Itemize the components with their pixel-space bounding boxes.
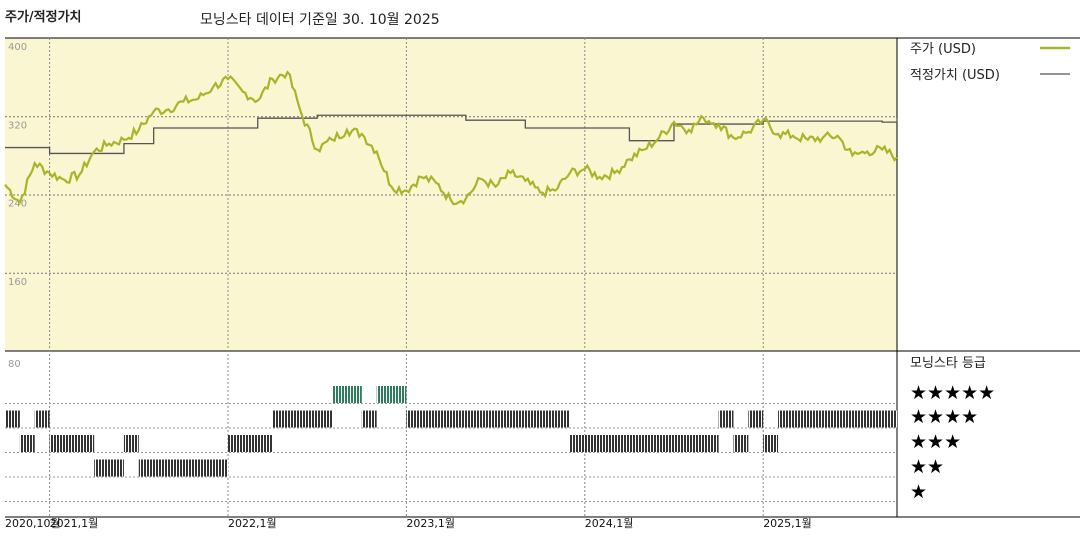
- rating-bar-4-star: [272, 410, 333, 428]
- rating-title: 모닝스타 등급: [910, 356, 986, 371]
- y-tick-label: 160: [8, 277, 27, 288]
- rating-gridlines: 80: [5, 359, 897, 502]
- price-line: [4, 70, 898, 206]
- legend-fair-value-label: 적정가치 (USD): [910, 68, 1000, 83]
- rating-bar-2-star: [138, 459, 228, 477]
- rating-bar-4-star: [718, 410, 734, 428]
- x-tick-label: 2022,1월: [228, 517, 277, 530]
- rating-bar-3-star: [228, 435, 273, 452]
- y-tick-labels: 400 320 240 160: [8, 42, 27, 288]
- legend-price-label: 주가 (USD): [910, 42, 976, 57]
- price-gridlines: [5, 116, 897, 274]
- rating-bar-4-star: [748, 410, 764, 428]
- rating-bar-4-star: [361, 410, 377, 428]
- rating-bar-3-star: [569, 435, 719, 452]
- y-tick-label: 240: [8, 199, 27, 210]
- x-tick-label: 2021,1월: [50, 517, 99, 530]
- rating-bar-3-star: [733, 435, 749, 452]
- rating-3-stars: ★★★: [910, 431, 961, 453]
- rating-bar-3-star: [19, 435, 35, 452]
- rating-bar-4-star: [34, 410, 50, 428]
- rating-bar-3-star: [763, 435, 779, 452]
- rating-bars: [5, 386, 897, 477]
- x-tick-label: 2024,1월: [585, 517, 634, 530]
- x-tick-label: 2023,1월: [406, 517, 455, 530]
- y-tick-label: 400: [8, 42, 27, 53]
- x-tick-label: 2020,10월: [5, 517, 61, 530]
- rating-bar-5-star: [376, 386, 407, 403]
- chart-title: 주가/적정가치: [5, 10, 82, 25]
- rating-axis-label: 80: [8, 359, 21, 370]
- rating-1-star: ★: [910, 481, 927, 503]
- rating-2-stars: ★★: [910, 456, 944, 478]
- rating-bar-5-star: [332, 386, 362, 403]
- rating-bar-2-star: [94, 459, 124, 477]
- rating-bar-3-star: [49, 435, 95, 452]
- rating-bar-4-star: [778, 410, 897, 428]
- rating-bar-3-star: [123, 435, 139, 452]
- rating-5-stars: ★★★★★: [910, 382, 995, 404]
- rating-bar-4-star: [5, 410, 20, 428]
- chart-subtitle: 모닝스타 데이터 기준일 30. 10월 2025: [200, 12, 440, 28]
- x-tick-label: 2025,1월: [763, 517, 812, 530]
- y-tick-label: 320: [8, 120, 27, 131]
- rating-bar-4-star: [406, 410, 570, 428]
- rating-4-stars: ★★★★: [910, 406, 978, 428]
